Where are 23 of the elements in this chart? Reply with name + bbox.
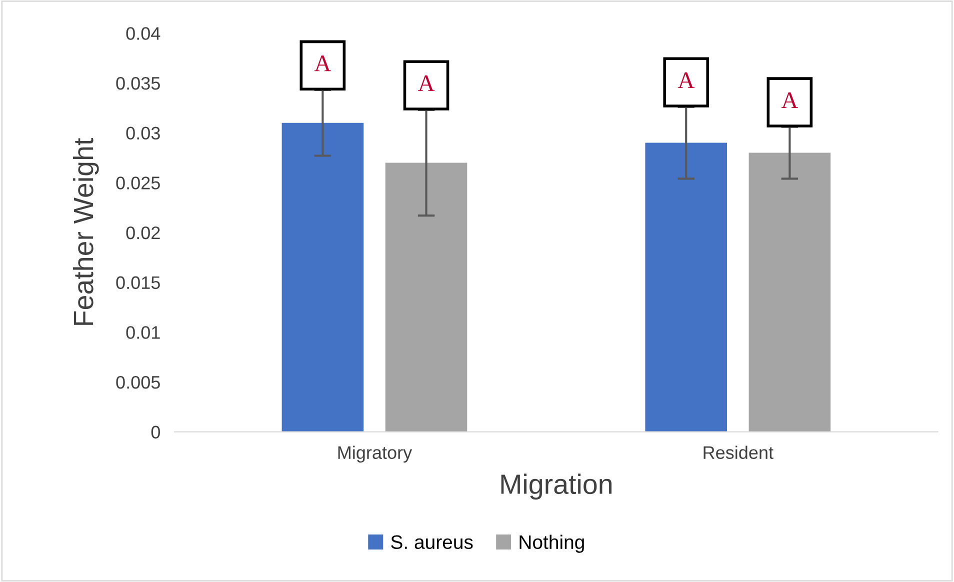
- x-axis-title: Migration: [501, 474, 612, 500]
- annotation: A: [781, 92, 798, 108]
- bar: [282, 122, 364, 432]
- legend-label: Nothing: [520, 534, 584, 553]
- y-tick-label: 0: [151, 426, 160, 439]
- y-tick-label: 0.03: [126, 126, 160, 140]
- y-axis-title: Feather Weight: [72, 138, 99, 325]
- x-tick-label: Migratory: [338, 446, 412, 463]
- y-tick-label: 0.04: [126, 27, 160, 40]
- bar: [645, 142, 727, 432]
- y-tick-label: 0.015: [116, 276, 160, 290]
- annotation: A: [418, 75, 435, 91]
- y-tick-label: 0.025: [116, 176, 160, 190]
- annotation: A: [678, 72, 694, 88]
- legend-label: S. aureus: [391, 535, 473, 550]
- annotation: A: [314, 55, 332, 72]
- x-tick-label: Resident: [704, 446, 774, 459]
- y-tick-label: 0.005: [116, 376, 160, 389]
- y-tick-label: 0.02: [126, 226, 160, 240]
- bar: [385, 162, 468, 432]
- bar: [748, 152, 831, 432]
- y-tick-label: 0.035: [116, 76, 160, 90]
- y-tick-label: 0.01: [126, 326, 160, 339]
